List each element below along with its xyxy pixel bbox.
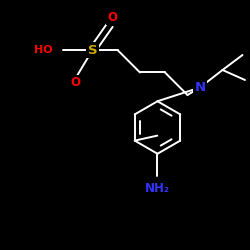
- Text: O: O: [70, 76, 80, 89]
- Text: O: O: [108, 11, 118, 24]
- Text: N: N: [194, 81, 205, 94]
- Text: S: S: [88, 44, 97, 57]
- Text: HO: HO: [34, 45, 52, 55]
- Text: NH₂: NH₂: [145, 182, 170, 195]
